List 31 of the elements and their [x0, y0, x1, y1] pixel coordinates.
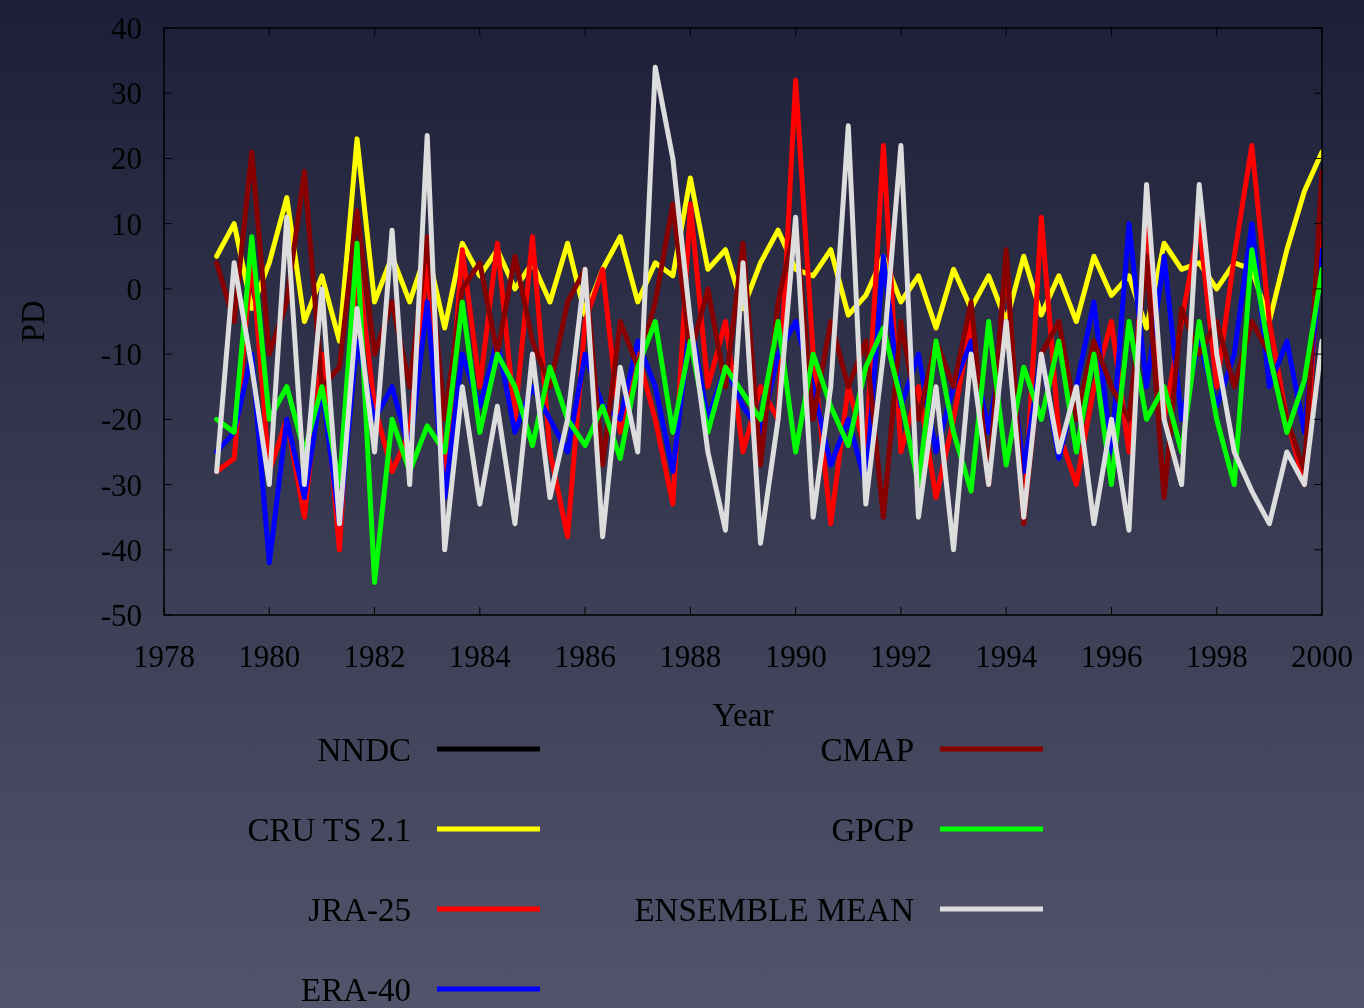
- x-tick-label: 1978: [133, 639, 195, 674]
- legend-label: NNDC: [317, 732, 411, 768]
- x-tick-label: 1988: [659, 639, 722, 674]
- y-tick-label: 10: [111, 206, 142, 242]
- legend-label: CRU TS 2.1: [247, 812, 411, 848]
- y-tick-label: -30: [100, 467, 142, 503]
- legend-label: ENSEMBLE MEAN: [634, 892, 915, 928]
- y-axis-title: PD: [15, 300, 51, 343]
- y-tick-label: -50: [100, 598, 142, 633]
- x-tick-label: 1982: [343, 639, 406, 674]
- legend-label: CMAP: [820, 732, 914, 768]
- x-tick-label: 1998: [1185, 639, 1248, 674]
- x-tick-label: 2000: [1291, 639, 1353, 674]
- x-tick-label: 1980: [238, 639, 301, 674]
- y-tick-label: -40: [100, 532, 142, 568]
- x-tick-label: 1986: [554, 639, 617, 674]
- x-axis-title: Year: [712, 697, 774, 733]
- x-tick-label: 1992: [869, 639, 932, 674]
- y-tick-label: -20: [100, 402, 142, 438]
- y-tick-label: 20: [111, 141, 142, 177]
- x-tick-label: 1996: [1080, 639, 1143, 674]
- legend-label: GPCP: [831, 812, 914, 848]
- x-tick-label: 1994: [975, 639, 1038, 674]
- legend-label: JRA-25: [308, 892, 411, 928]
- x-tick-label: 1984: [448, 639, 512, 674]
- legend-label: ERA-40: [301, 972, 411, 1008]
- y-tick-label: -10: [100, 337, 142, 373]
- y-tick-label: 40: [111, 11, 142, 46]
- y-tick-label: 30: [111, 76, 142, 112]
- x-tick-label: 1990: [764, 639, 827, 674]
- y-tick-label: 0: [126, 271, 142, 307]
